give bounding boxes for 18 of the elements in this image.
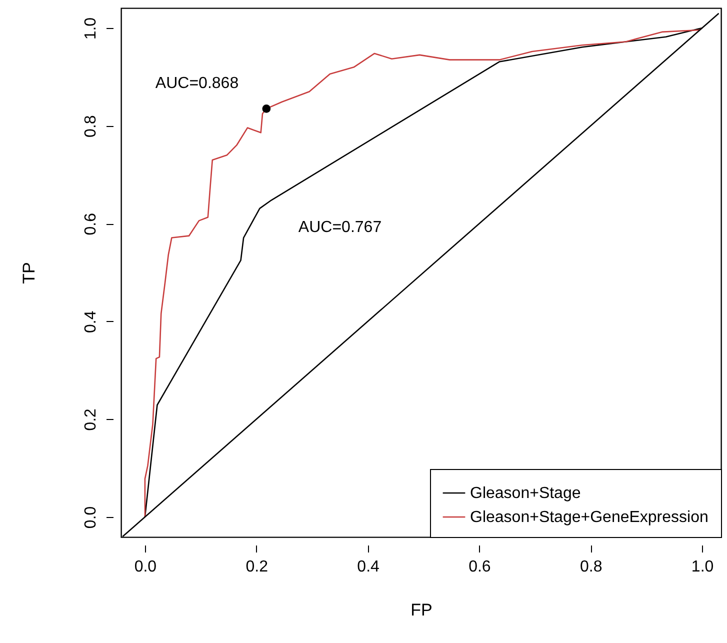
x-tick-label: 0.4	[357, 558, 380, 576]
x-tick-label: 0.0	[134, 558, 157, 576]
legend-label: Gleason+Stage	[470, 485, 581, 502]
y-tick-label: 1.0	[82, 17, 100, 40]
x-axis-title: FP	[410, 600, 432, 620]
annotation: AUC=0.868	[155, 75, 239, 92]
annotation: AUC=0.767	[298, 219, 382, 236]
x-tick-label: 1.0	[691, 558, 714, 576]
legend-label: Gleason+Stage+GeneExpression	[470, 509, 708, 526]
y-tick-label: 0.8	[82, 115, 100, 138]
y-tick-label: 0.6	[82, 212, 100, 236]
x-tick-label: 0.6	[468, 558, 491, 576]
x-tick-label: 0.8	[580, 558, 602, 576]
y-tick-label: 0.4	[82, 310, 100, 334]
x-tick-label: 0.2	[246, 558, 268, 576]
y-tick-label: 0.0	[82, 506, 100, 529]
y-tick-label: 0.2	[82, 408, 100, 431]
y-axis-title: TP	[20, 262, 38, 284]
